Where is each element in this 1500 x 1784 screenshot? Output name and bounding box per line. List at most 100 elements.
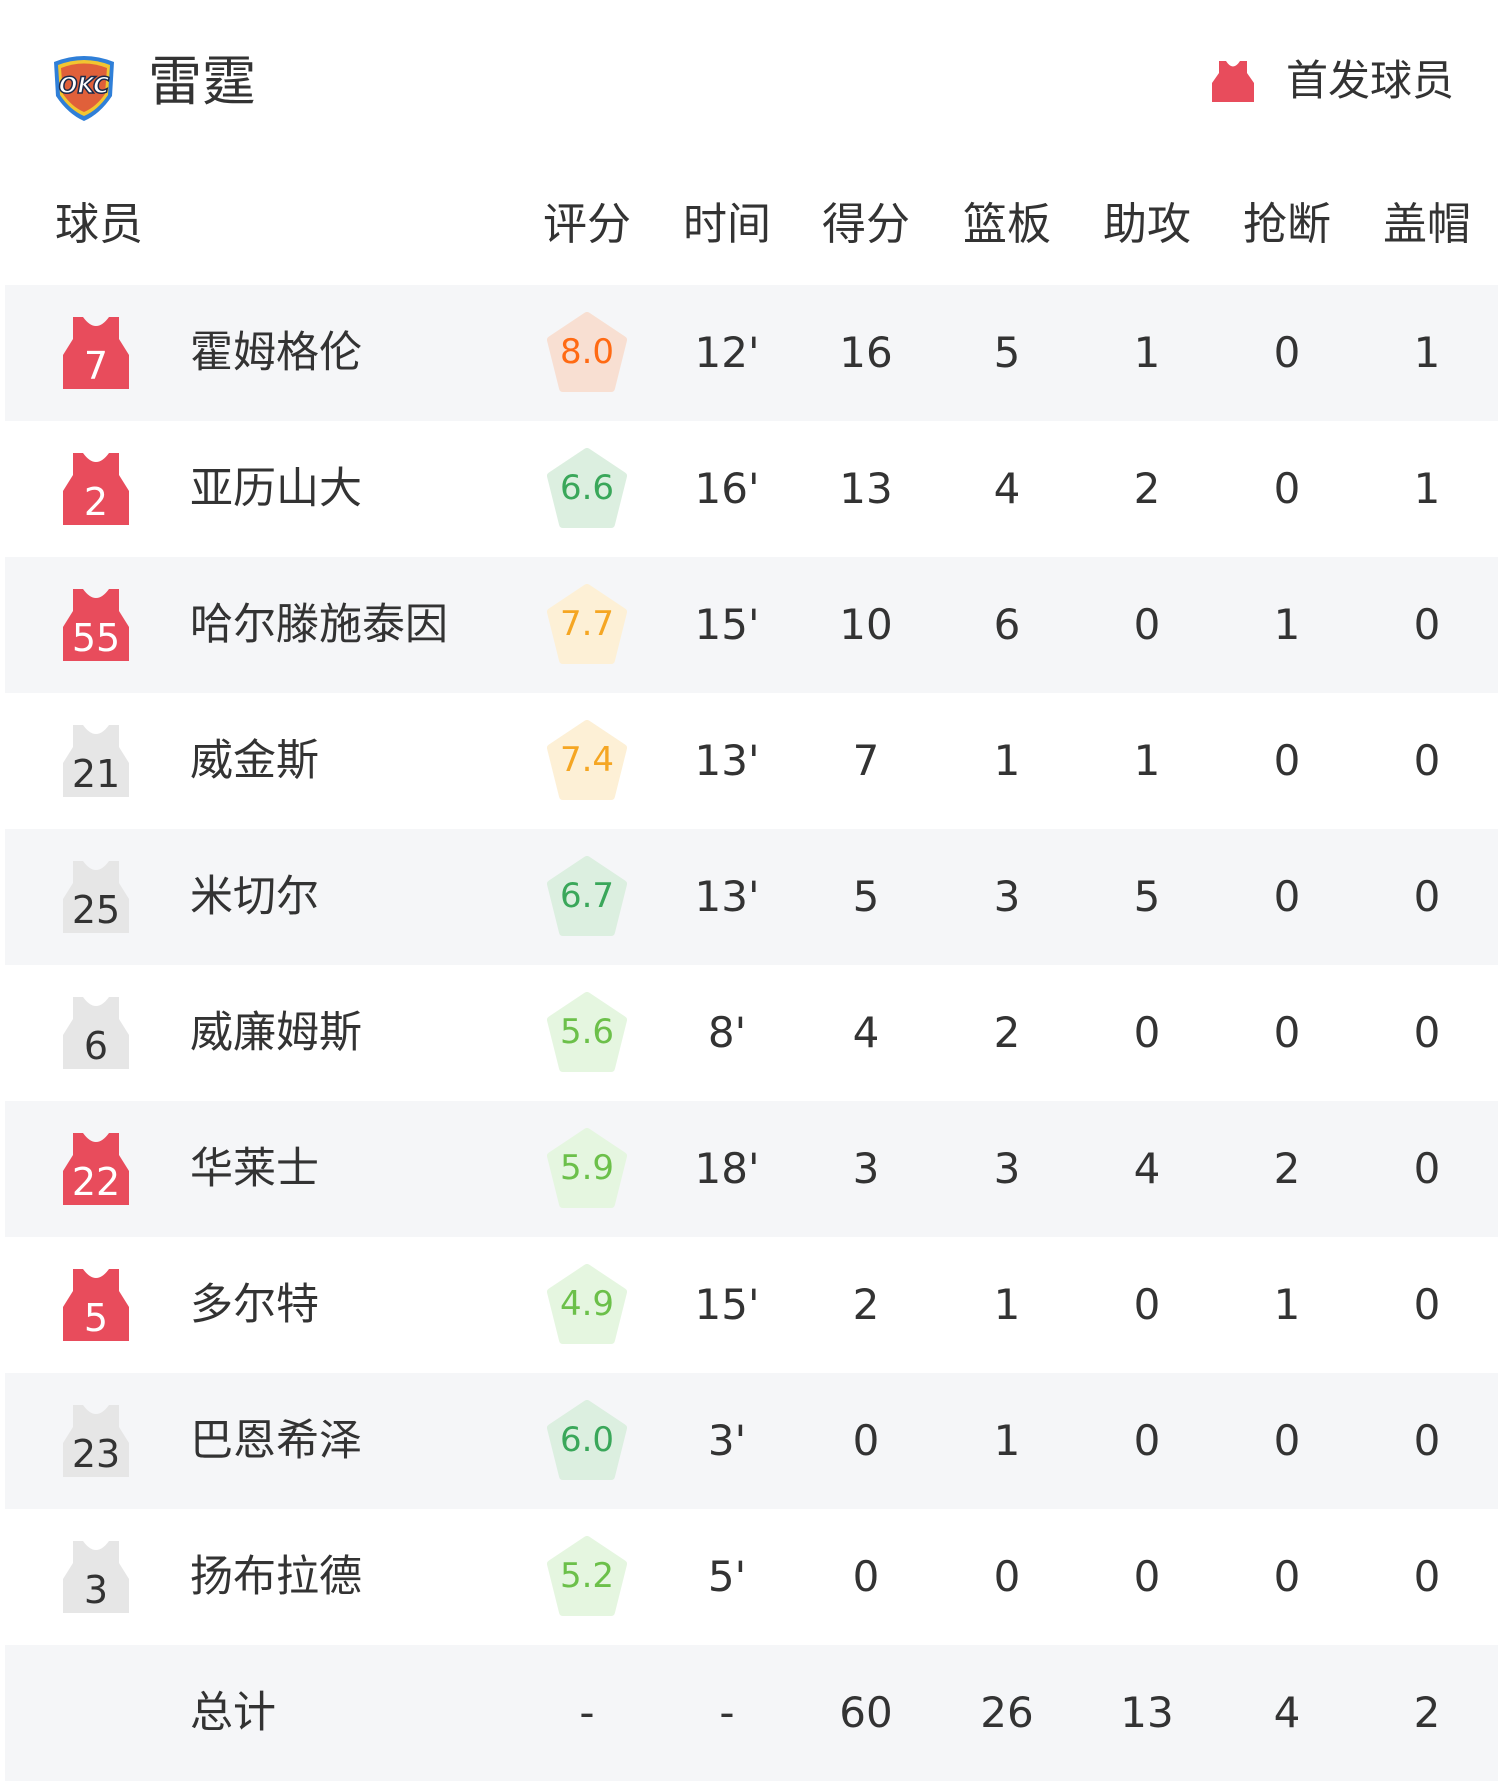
player-name[interactable]: 威金斯 [190,736,319,786]
blk-value: 2 [1413,1688,1441,1737]
rating-badge: 6.0 [547,1400,627,1480]
rating-value: 5.2 [559,1556,615,1596]
pts-value: 16 [839,328,893,377]
ast-value: 0 [1133,600,1161,649]
pts-value: 5 [852,872,880,921]
player-row[interactable]: 55 7.7 哈尔滕施泰因 15' 10 6 0 1 0 [5,557,1498,693]
col-assists: 助攻 [1103,199,1191,250]
time-value: 15' [694,1280,760,1329]
stl-value: 0 [1273,328,1301,377]
blk-value: 1 [1413,464,1441,513]
player-row[interactable]: 22 5.9 华莱士 18' 3 3 4 2 0 [5,1101,1498,1237]
pts-value: 0 [852,1416,880,1465]
reb-value: 6 [993,600,1021,649]
ast-value: 13 [1120,1688,1174,1737]
jersey-number: 25 [71,888,121,932]
stl-value: 0 [1273,736,1301,785]
starter-jersey-icon: 55 [61,587,131,663]
total-label: 总计 [190,1688,276,1738]
rating-value: 6.6 [559,468,615,508]
starter-legend-label: 首发球员 [1285,56,1454,105]
jersey-number: 55 [71,616,121,660]
player-row[interactable]: 21 7.4 威金斯 13' 7 1 1 0 0 [5,693,1498,829]
pts-value: 0 [852,1552,880,1601]
jersey-icon [1211,61,1254,102]
rating-badge: 6.6 [547,448,627,528]
time-value: 12' [694,328,760,377]
rating-badge: 4.9 [547,1264,627,1344]
stl-value: 0 [1273,1416,1301,1465]
time-value: 16' [694,464,760,513]
reb-value: 0 [993,1552,1021,1601]
svg-text:OKC: OKC [59,74,110,99]
rating-badge: 8.0 [547,312,627,392]
jersey-number: 22 [71,1160,121,1204]
bench-jersey-icon: 23 [61,1403,131,1479]
player-row[interactable]: 23 6.0 巴恩希泽 3' 0 1 0 0 0 [5,1373,1498,1509]
blk-value: 0 [1413,1280,1441,1329]
player-name[interactable]: 米切尔 [190,872,319,922]
rating-value: 4.9 [559,1284,615,1324]
col-blocks: 盖帽 [1383,199,1471,250]
rating-badge: 7.7 [547,584,627,664]
player-name[interactable]: 巴恩希泽 [190,1416,362,1466]
ast-value: 0 [1133,1280,1161,1329]
time-value: 13' [694,736,760,785]
player-row[interactable]: 2 6.6 亚历山大 16' 13 4 2 0 1 [5,421,1498,557]
rating-value: 8.0 [559,332,615,372]
stl-value: 1 [1273,1280,1301,1329]
player-name[interactable]: 威廉姆斯 [190,1008,362,1058]
ast-value: 1 [1133,328,1161,377]
player-name[interactable]: 扬布拉德 [190,1552,362,1602]
player-row[interactable]: 7 8.0 霍姆格伦 12' 16 5 1 0 1 [5,285,1498,421]
rating-badge: 7.4 [547,720,627,800]
ast-value: 2 [1133,464,1161,513]
player-row[interactable]: 5 4.9 多尔特 15' 2 1 0 1 0 [5,1237,1498,1373]
player-row[interactable]: 25 6.7 米切尔 13' 5 3 5 0 0 [5,829,1498,965]
player-name[interactable]: 多尔特 [190,1280,319,1330]
bench-jersey-icon: 25 [61,859,131,935]
rating-badge: 5.2 [547,1536,627,1616]
pts-value: 2 [852,1280,880,1329]
pts-value: 3 [852,1144,880,1193]
ast-value: 0 [1133,1008,1161,1057]
col-time: 时间 [683,199,771,250]
stl-value: 2 [1273,1144,1301,1193]
player-row[interactable]: 3 5.2 扬布拉德 5' 0 0 0 0 0 [5,1509,1498,1645]
reb-value: 26 [980,1688,1034,1737]
reb-value: 4 [993,464,1021,513]
time-value: 8' [707,1008,747,1057]
player-name[interactable]: 霍姆格伦 [190,328,362,378]
reb-value: 1 [993,1416,1021,1465]
player-row[interactable]: 6 5.6 威廉姆斯 8' 4 2 0 0 0 [5,965,1498,1101]
reb-value: 2 [993,1008,1021,1057]
blk-value: 0 [1413,872,1441,921]
ast-value: 0 [1133,1416,1161,1465]
jersey-number: 21 [71,752,121,796]
player-name[interactable]: 华莱士 [190,1144,319,1194]
stl-value: 0 [1273,464,1301,513]
ast-value: 4 [1133,1144,1161,1193]
starter-jersey-icon: 2 [61,451,131,527]
rating-value: 7.4 [559,740,615,780]
player-name[interactable]: 哈尔滕施泰因 [190,600,448,650]
blk-value: 0 [1413,1552,1441,1601]
jersey-number: 23 [71,1432,121,1476]
ast-value: 0 [1133,1552,1161,1601]
stl-value: 0 [1273,1008,1301,1057]
rating-badge: 5.6 [547,992,627,1072]
stl-value: 4 [1273,1688,1301,1737]
rating-badge: 5.9 [547,1128,627,1208]
blk-value: 0 [1413,600,1441,649]
starter-legend: 首发球员 [1210,56,1454,106]
rating-value: 5.9 [559,1148,615,1188]
blk-value: 0 [1413,1416,1441,1465]
reb-value: 3 [993,872,1021,921]
total-row: 总计 - - 60 26 13 4 2 [5,1645,1498,1781]
player-name[interactable]: 亚历山大 [190,464,362,514]
col-player: 球员 [55,199,143,250]
col-points: 得分 [822,199,910,250]
pts-value: 13 [839,464,893,513]
col-rebounds: 篮板 [963,199,1051,250]
starter-jersey-icon: 5 [61,1267,131,1343]
